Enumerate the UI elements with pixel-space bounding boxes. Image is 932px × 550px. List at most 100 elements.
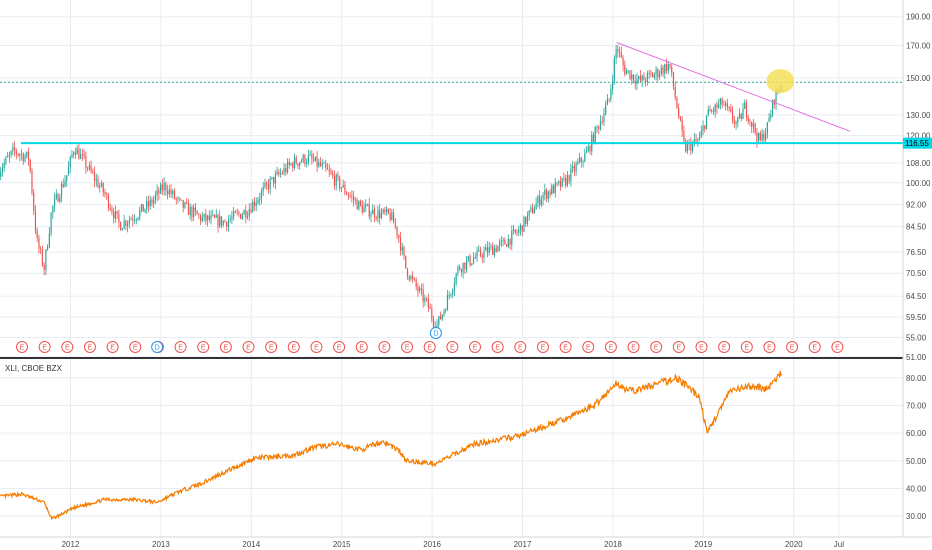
candle[interactable] [78, 142, 80, 160]
candle[interactable] [685, 138, 687, 153]
candle[interactable] [15, 148, 17, 160]
candle[interactable] [556, 182, 558, 187]
earnings-marker[interactable]: E [514, 341, 527, 353]
candle[interactable] [733, 116, 735, 128]
candle[interactable] [262, 181, 264, 196]
candle[interactable] [702, 120, 704, 136]
candle[interactable] [754, 122, 756, 136]
candle[interactable] [572, 160, 574, 173]
candle[interactable] [241, 212, 243, 220]
candle[interactable] [274, 170, 276, 190]
candle[interactable] [639, 70, 642, 83]
earnings-marker[interactable]: E [627, 341, 640, 353]
candle[interactable] [678, 103, 680, 120]
candle[interactable] [365, 199, 367, 212]
candle[interactable] [612, 74, 614, 95]
candle[interactable] [632, 74, 635, 84]
candle[interactable] [69, 155, 71, 174]
candle[interactable] [295, 154, 297, 165]
resistance-trendline[interactable] [616, 42, 851, 132]
candle[interactable] [253, 197, 256, 211]
candle[interactable] [144, 208, 146, 214]
candle[interactable] [596, 124, 598, 134]
candle[interactable] [410, 274, 412, 282]
candle[interactable] [445, 307, 447, 314]
candle[interactable] [653, 72, 655, 80]
candle[interactable] [514, 229, 516, 235]
candle[interactable] [187, 199, 190, 216]
candle[interactable] [622, 54, 624, 72]
candle[interactable] [85, 151, 87, 174]
candle[interactable] [151, 197, 153, 207]
candle[interactable] [47, 244, 49, 251]
dividend-marker[interactable]: D [429, 327, 442, 339]
candle[interactable] [313, 152, 315, 163]
candle[interactable] [215, 208, 217, 218]
candle[interactable] [737, 116, 739, 128]
main-price-scale[interactable]: 190.00 170.00 150.00 130.00 120.00 108.00 100.… [906, 13, 931, 362]
candle[interactable] [698, 131, 701, 142]
candle[interactable] [147, 195, 150, 213]
candle[interactable] [652, 71, 654, 78]
candle[interactable] [8, 151, 10, 163]
candle[interactable] [763, 129, 765, 142]
candle[interactable] [589, 144, 591, 155]
candle[interactable] [267, 178, 270, 194]
candle[interactable] [504, 237, 506, 245]
candle[interactable] [532, 203, 534, 214]
candle[interactable] [260, 187, 263, 205]
candle[interactable] [20, 149, 23, 161]
candle[interactable] [391, 208, 393, 221]
candle[interactable] [366, 203, 369, 207]
candle[interactable] [337, 171, 339, 182]
candle[interactable] [194, 202, 196, 216]
candle[interactable] [539, 190, 541, 209]
candle[interactable] [118, 209, 120, 229]
candle[interactable] [140, 203, 143, 213]
candle[interactable] [349, 192, 351, 199]
candle[interactable] [326, 163, 329, 171]
candle[interactable] [314, 156, 316, 162]
candle[interactable] [558, 180, 560, 186]
candle[interactable] [502, 237, 504, 247]
earnings-marker[interactable]: E [61, 341, 74, 353]
candle[interactable] [332, 169, 334, 179]
candle[interactable] [149, 195, 151, 210]
earnings-marker[interactable]: E [672, 341, 685, 353]
candle[interactable] [257, 196, 259, 205]
candle[interactable] [22, 152, 24, 165]
candle[interactable] [744, 99, 746, 110]
candle[interactable] [497, 245, 499, 252]
candle[interactable] [45, 248, 47, 276]
candle[interactable] [109, 203, 111, 212]
candle[interactable] [182, 199, 184, 213]
candle[interactable] [177, 195, 179, 204]
candle[interactable] [29, 158, 31, 174]
candle[interactable] [679, 115, 682, 122]
candle[interactable] [83, 149, 85, 159]
candle[interactable] [683, 125, 685, 145]
candle[interactable] [165, 181, 167, 196]
candle[interactable] [452, 288, 454, 299]
candle[interactable] [495, 244, 497, 253]
candle[interactable] [547, 190, 549, 203]
candle[interactable] [521, 225, 523, 237]
candle[interactable] [104, 188, 106, 198]
candle[interactable] [719, 97, 722, 110]
candle[interactable] [603, 107, 605, 127]
earnings-marker[interactable]: E [786, 341, 799, 353]
candle[interactable] [403, 245, 405, 261]
candle[interactable] [396, 226, 398, 240]
candle[interactable] [373, 205, 376, 223]
candle[interactable] [286, 158, 289, 175]
candle[interactable] [735, 120, 737, 130]
candle[interactable] [424, 294, 426, 306]
earnings-marker[interactable]: E [310, 341, 323, 353]
candle[interactable] [219, 210, 221, 229]
candle[interactable] [246, 211, 249, 220]
event-markers[interactable]: EEEEEEEEEEEEEEEEEEEEEEEEEEEEEEEEEEEEEDD [16, 327, 844, 353]
candle[interactable] [339, 175, 341, 192]
candle[interactable] [568, 174, 570, 185]
candle[interactable] [667, 60, 669, 75]
candle[interactable] [74, 147, 77, 159]
